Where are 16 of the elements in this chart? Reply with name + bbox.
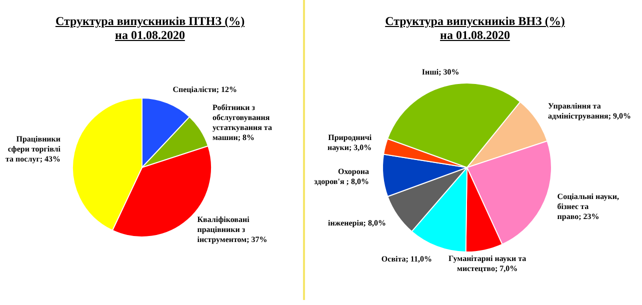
slice-label: Освіта; 11,0% bbox=[381, 254, 432, 264]
slice-label: інженерія; 8,0% bbox=[328, 218, 386, 228]
chart-title: Структура випускників ВНЗ (%) bbox=[384, 14, 566, 28]
slice-label: Робітники з обслуговування устаткування та машин; 8% bbox=[212, 102, 272, 142]
slice-label: Спеціалісти; 12% bbox=[172, 84, 238, 94]
chart-title: Структура випускників ПТНЗ (%) bbox=[54, 14, 246, 28]
chart-subtitle: на 01.08.2020 bbox=[114, 28, 186, 42]
chart-subtitle: на 01.08.2020 bbox=[439, 28, 511, 42]
slice-label: Природничі науки; 3,0% bbox=[328, 132, 372, 152]
slice-label: Охорона здоров'я ; 8,0% bbox=[314, 167, 369, 186]
slice-label: Управління та адміністрування; 9,0% bbox=[548, 102, 632, 121]
slice-label: Гуманітарні науки та мистецтво; 7,0% bbox=[448, 254, 526, 273]
slice-label: Інші; 30% bbox=[422, 68, 460, 77]
slice-label: Соціальні науки, бізнес та право; 23% bbox=[557, 192, 619, 221]
slice-label: Кваліфіковані працівники з інструментом; 37% bbox=[197, 215, 268, 244]
slice-label: Працівники сфери торгівлі та послуг; 43% bbox=[6, 134, 62, 164]
